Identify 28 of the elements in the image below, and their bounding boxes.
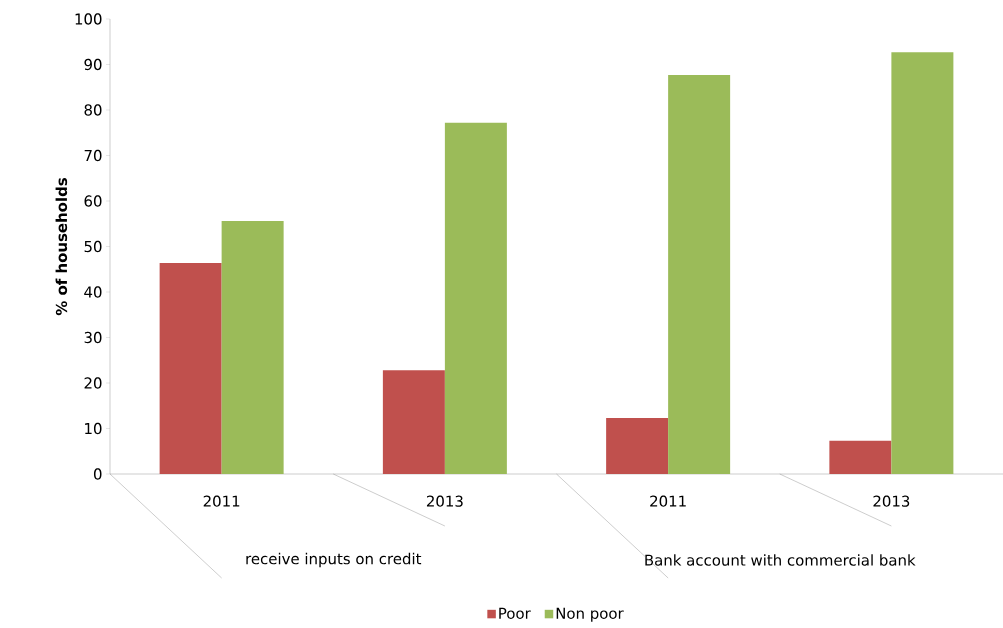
bar [382, 370, 445, 474]
bar [221, 221, 284, 474]
x-tick-label: 2013 [873, 495, 910, 507]
y-tick-label: 60 [84, 195, 102, 207]
y-tick-label: 50 [84, 240, 102, 253]
y-tick-label: 30 [84, 331, 102, 344]
y-tick-label: 10 [85, 422, 102, 435]
bar [444, 122, 507, 474]
text: receive inputs on credit [246, 552, 422, 568]
bar [606, 418, 669, 474]
x-tick-label: 2011 [203, 495, 240, 507]
y-tick-label: 100 [75, 13, 102, 25]
y-tick-label: 40 [84, 286, 102, 298]
bar [668, 74, 731, 474]
y-axis-title: % of households [55, 178, 68, 316]
legend-label: Non poor [556, 607, 624, 622]
x-tick-label: 2013 [426, 495, 463, 507]
y-tick-label: 90 [84, 58, 102, 71]
bar [159, 262, 222, 474]
y-tick-label: 0 [93, 468, 102, 480]
y-tick-label: 20 [84, 377, 102, 389]
x-tick-label: 2011 [650, 495, 686, 507]
y-tick-label: 70 [84, 149, 102, 162]
legend-label: Poor [499, 607, 531, 619]
bar [829, 440, 892, 474]
y-tick-label: 80 [84, 104, 102, 116]
bar [891, 52, 954, 474]
text: Bank account with commercial bank [645, 554, 916, 566]
